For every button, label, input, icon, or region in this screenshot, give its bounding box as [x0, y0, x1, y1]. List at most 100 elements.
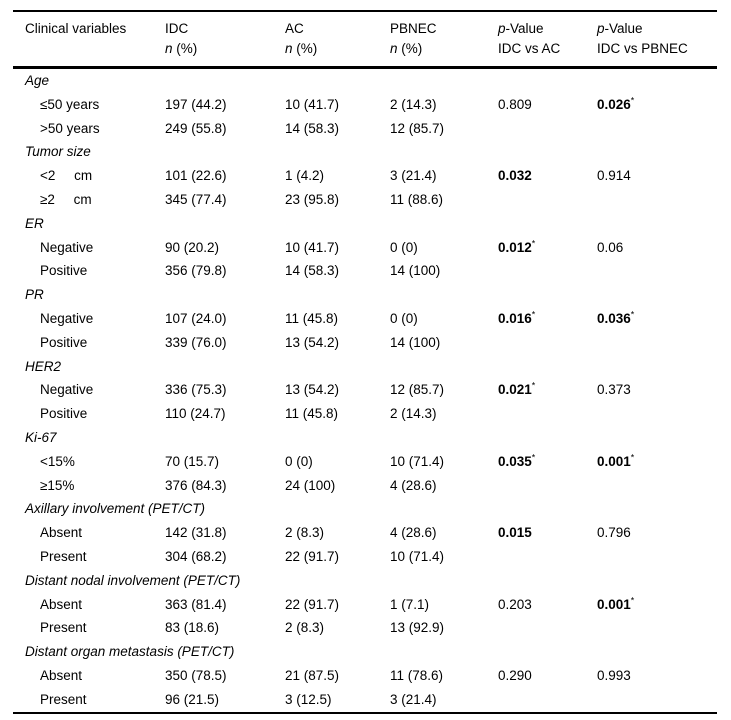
p-value-text: 0.993: [597, 667, 631, 683]
col-header-p-value-idc-vs-ac: p-Value IDC vs AC: [498, 11, 597, 69]
section-header-row: Distant nodal involvement (PET/CT): [13, 569, 717, 593]
section-header-row: HER2: [13, 355, 717, 379]
col-header-subline: IDC vs AC: [498, 41, 561, 56]
significance-asterisk: *: [630, 595, 635, 606]
ac-value: 11 (45.8): [285, 310, 339, 326]
col-header-subline: n (%): [390, 41, 423, 56]
p-value-idc-vs-ac: 0.290: [498, 664, 597, 688]
p-value-text: 0.203: [498, 596, 532, 612]
row-label: Positive: [40, 406, 88, 422]
table-row: ≥2 cm 345 (77.4) 23 (95.8) 11 (88.6): [13, 188, 717, 212]
p-value-idc-vs-ac: [498, 688, 597, 713]
row-label: Absent: [40, 596, 83, 612]
p-value-text: 0.035: [498, 453, 532, 469]
section-header: Age: [25, 73, 50, 88]
p-value-text: 0.796: [597, 525, 631, 541]
section-header-row: Ki-67: [13, 426, 717, 450]
p-value-idc-vs-pbnec: 0.993: [597, 664, 717, 688]
p-value-idc-vs-pbnec: 0.373: [597, 378, 717, 402]
idc-value: 345 (77.4): [165, 191, 227, 207]
col-header-idc: IDC n (%): [165, 11, 285, 69]
ac-value: 10 (41.7): [285, 239, 340, 255]
idc-value: 336 (75.3): [165, 382, 227, 398]
row-label: Positive: [40, 263, 88, 279]
p-value-idc-vs-ac: [498, 331, 597, 355]
table-row: Present 96 (21.5) 3 (12.5) 3 (21.4): [13, 688, 717, 713]
idc-value: 142 (31.8): [165, 525, 227, 541]
pbnec-value: 14 (100): [390, 334, 441, 350]
table-row: Positive 110 (24.7) 11 (45.8) 2 (14.3): [13, 402, 717, 426]
section-header-row: Age: [13, 68, 717, 93]
idc-value: 376 (84.3): [165, 477, 227, 493]
p-value-text: 0.015: [498, 525, 532, 541]
row-label: Absent: [40, 667, 83, 683]
idc-value: 107 (24.0): [165, 310, 227, 326]
p-value-idc-vs-pbnec: [597, 259, 717, 283]
section-header: Axillary involvement (PET/CT): [25, 501, 206, 517]
pbnec-value: 11 (88.6): [390, 191, 444, 207]
table-row: >50 years 249 (55.8) 14 (58.3) 12 (85.7): [13, 117, 717, 141]
ac-value: 10 (41.7): [285, 96, 340, 112]
section-header: Ki-67: [25, 429, 57, 445]
table-row: Negative 107 (24.0) 11 (45.8) 0 (0) 0.016* 0.…: [13, 307, 717, 331]
pbnec-value: 11 (78.6): [390, 667, 444, 683]
p-value-text: 0.016: [498, 310, 532, 326]
table-header: Clinical variables IDC n (%) AC n (%) PB…: [13, 11, 717, 69]
p-value-idc-vs-ac: 0.203: [498, 593, 597, 617]
pbnec-value: 2 (14.3): [390, 96, 437, 112]
col-header-label: PBNEC: [390, 21, 437, 36]
p-value-idc-vs-pbnec: [597, 688, 717, 713]
p-value-idc-vs-ac: 0.015: [498, 521, 597, 545]
row-label: Negative: [40, 382, 94, 398]
section-header: Distant organ metastasis (PET/CT): [25, 644, 235, 660]
row-label: <15%: [40, 453, 75, 469]
col-header-label: Clinical variables: [25, 21, 127, 36]
ac-value: 24 (100): [285, 477, 336, 493]
col-header-subline: n (%): [285, 41, 318, 56]
p-value-text: 0.012: [498, 239, 532, 255]
p-value-text: 0.026: [597, 96, 631, 112]
p-value-idc-vs-pbnec: [597, 188, 717, 212]
col-header-label: p-Value: [498, 21, 544, 36]
p-value-text: 0.06: [597, 239, 624, 255]
table-row: <2 cm 101 (22.6) 1 (4.2) 3 (21.4) 0.032 0.914: [13, 164, 717, 188]
ac-value: 14 (58.3): [285, 120, 340, 136]
pbnec-value: 12 (85.7): [390, 120, 445, 136]
idc-value: 70 (15.7): [165, 453, 220, 469]
p-value-idc-vs-ac: 0.032: [498, 164, 597, 188]
pbnec-value: 4 (28.6): [390, 477, 437, 493]
row-label: Present: [40, 620, 87, 636]
idc-value: 249 (55.8): [165, 120, 227, 136]
idc-value: 101 (22.6): [165, 168, 227, 184]
section-header: Distant nodal involvement (PET/CT): [25, 572, 241, 588]
idc-value: 110 (24.7): [165, 406, 226, 422]
ac-value: 13 (54.2): [285, 382, 340, 398]
significance-asterisk: *: [531, 309, 536, 320]
p-value-idc-vs-pbnec: [597, 402, 717, 426]
section-header-row: PR: [13, 283, 717, 307]
significance-asterisk: *: [531, 238, 536, 249]
p-value-idc-vs-pbnec: 0.001*: [597, 450, 717, 474]
col-header-label: IDC: [165, 21, 189, 36]
table-row: Absent 350 (78.5) 21 (87.5) 11 (78.6) 0.290 0…: [13, 664, 717, 688]
p-value-idc-vs-ac: [498, 474, 597, 498]
table-row: Present 83 (18.6) 2 (8.3) 13 (92.9): [13, 616, 717, 640]
col-header-clinical-variables: Clinical variables: [13, 11, 165, 69]
p-value-idc-vs-ac: 0.016*: [498, 307, 597, 331]
idc-value: 83 (18.6): [165, 620, 220, 636]
row-label: Present: [40, 548, 87, 564]
pbnec-value: 12 (85.7): [390, 382, 445, 398]
section-header: HER2: [25, 358, 62, 374]
table-row: Absent 363 (81.4) 22 (91.7) 1 (7.1) 0.203 0.0…: [13, 593, 717, 617]
p-value-text: 0.914: [597, 168, 631, 184]
idc-value: 350 (78.5): [165, 667, 227, 683]
p-value-text: 0.001: [597, 453, 631, 469]
pbnec-value: 0 (0): [390, 310, 418, 326]
col-header-ac: AC n (%): [285, 11, 390, 69]
p-value-text: 0.290: [498, 667, 532, 683]
ac-value: 3 (12.5): [285, 691, 332, 707]
col-header-label: AC: [285, 21, 304, 36]
col-header-subline: IDC vs PBNEC: [597, 41, 688, 56]
section-header: Tumor size: [25, 144, 91, 160]
